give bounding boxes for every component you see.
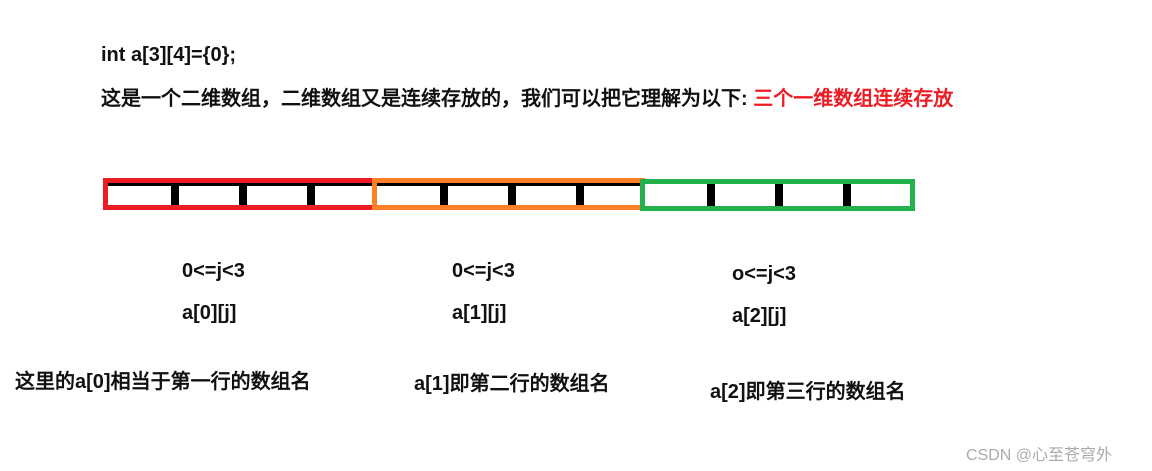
cell-divider bbox=[508, 183, 516, 205]
row-2-caption: a[2]即第三行的数组名 bbox=[710, 381, 906, 403]
row-0-box bbox=[103, 178, 377, 210]
cell-divider bbox=[775, 184, 783, 206]
cell-divider bbox=[576, 183, 584, 205]
cell-divider bbox=[843, 184, 851, 206]
cell-divider bbox=[440, 183, 448, 205]
row-0-range: 0<=j<3 bbox=[182, 260, 245, 282]
explanation-highlight: 三个一维数组连续存放 bbox=[753, 88, 954, 110]
row-2-access: a[2][j] bbox=[732, 305, 787, 327]
row-0-access: a[0][j] bbox=[182, 302, 237, 324]
watermark: CSDN @心至苍穹外 bbox=[966, 447, 1113, 464]
cell-divider bbox=[239, 183, 247, 205]
cell-divider bbox=[171, 183, 179, 205]
row-0-caption: 这里的a[0]相当于第一行的数组名 bbox=[15, 371, 311, 393]
cell-divider bbox=[707, 184, 715, 206]
row-2-box bbox=[640, 179, 915, 211]
row-2-range: o<=j<3 bbox=[732, 263, 796, 285]
row-1-caption: a[1]即第二行的数组名 bbox=[414, 373, 610, 395]
array-declaration: int a[3][4]={0}; bbox=[101, 44, 237, 66]
row-1-box bbox=[372, 178, 645, 210]
explanation-line: 这是一个二维数组，二维数组又是连续存放的，我们可以把它理解为以下: 三个一维数组… bbox=[101, 87, 953, 111]
explanation-text: 这是一个二维数组，二维数组又是连续存放的，我们可以把它理解为以下: bbox=[101, 88, 748, 110]
row-1-range: 0<=j<3 bbox=[452, 260, 515, 282]
cell-divider bbox=[307, 183, 315, 205]
row-1-access: a[1][j] bbox=[452, 302, 507, 324]
